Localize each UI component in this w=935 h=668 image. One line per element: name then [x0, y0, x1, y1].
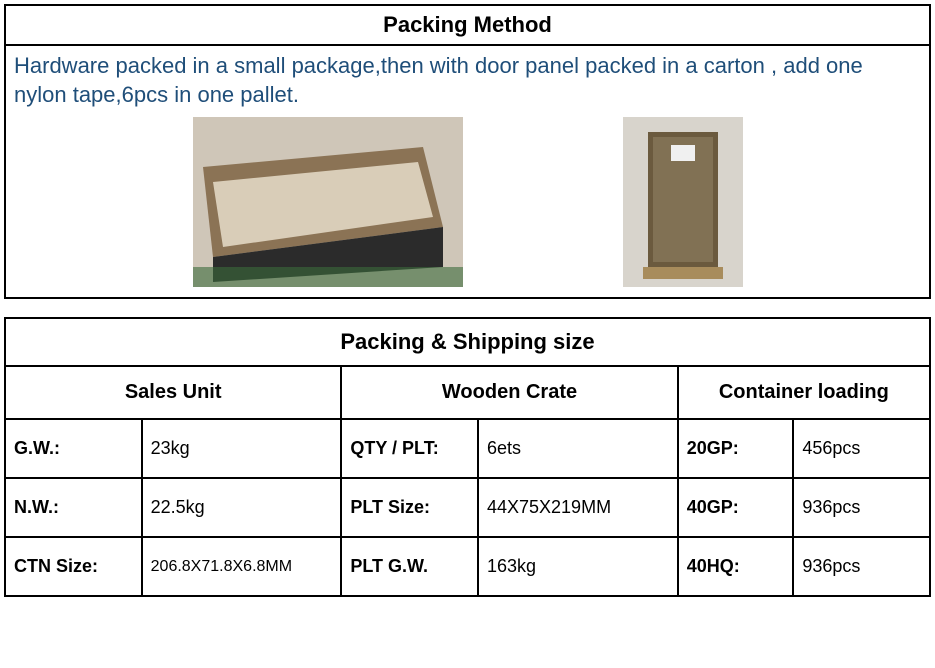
plt-gw-value: 163kg — [478, 537, 678, 596]
table-row: N.W.: 22.5kg PLT Size: 44X75X219MM 40GP:… — [5, 478, 930, 537]
plt-size-label: PLT Size: — [341, 478, 478, 537]
packing-method-table: Packing Method Hardware packed in a smal… — [4, 4, 931, 299]
qty-plt-label: QTY / PLT: — [341, 419, 478, 478]
20gp-label: 20GP: — [678, 419, 794, 478]
packing-method-desc-cell: Hardware packed in a small package,then … — [5, 45, 930, 298]
plt-gw-label: PLT G.W. — [341, 537, 478, 596]
subheader-container-loading: Container loading — [678, 366, 930, 419]
packing-method-title: Packing Method — [5, 5, 930, 45]
40hq-label: 40HQ: — [678, 537, 794, 596]
shipping-title: Packing & Shipping size — [5, 318, 930, 366]
20gp-value: 456pcs — [793, 419, 930, 478]
table-row: G.W.: 23kg QTY / PLT: 6ets 20GP: 456pcs — [5, 419, 930, 478]
carton-photo — [193, 117, 463, 287]
ctn-size-value: 206.8X71.8X6.8MM — [142, 537, 342, 596]
40gp-label: 40GP: — [678, 478, 794, 537]
plt-size-value: 44X75X219MM — [478, 478, 678, 537]
table-row: CTN Size: 206.8X71.8X6.8MM PLT G.W. 163k… — [5, 537, 930, 596]
subheader-sales-unit: Sales Unit — [5, 366, 341, 419]
nw-value: 22.5kg — [142, 478, 342, 537]
shipping-table: Packing & Shipping size Sales Unit Woode… — [4, 317, 931, 597]
subheader-wooden-crate: Wooden Crate — [341, 366, 677, 419]
packing-images-row — [14, 117, 921, 287]
40hq-value: 936pcs — [793, 537, 930, 596]
gw-value: 23kg — [142, 419, 342, 478]
nw-label: N.W.: — [5, 478, 142, 537]
qty-plt-value: 6ets — [478, 419, 678, 478]
packing-method-description: Hardware packed in a small package,then … — [14, 53, 863, 107]
ctn-size-label: CTN Size: — [5, 537, 142, 596]
gw-label: G.W.: — [5, 419, 142, 478]
pallet-photo — [623, 117, 743, 287]
40gp-value: 936pcs — [793, 478, 930, 537]
